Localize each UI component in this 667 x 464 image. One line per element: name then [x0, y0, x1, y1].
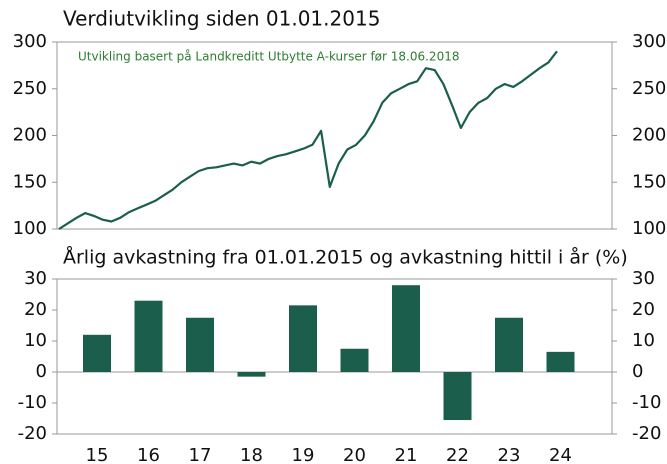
- y-tick-label: 0: [632, 361, 643, 382]
- y-tick-label: -10: [632, 392, 661, 413]
- x-tick-label: 18: [240, 445, 263, 464]
- x-tick-label: 20: [343, 445, 366, 464]
- bar: [340, 348, 369, 372]
- annotation: Utvikling basert på Landkreditt Utbytte …: [78, 50, 459, 64]
- y-tick-label: 200: [632, 125, 666, 146]
- x-tick-label: 19: [292, 445, 315, 464]
- bar: [443, 372, 472, 421]
- y-tick-label: 300: [632, 31, 666, 52]
- y-tick-label: 300: [13, 31, 47, 52]
- y-tick-label: 250: [13, 78, 47, 99]
- bar: [83, 334, 111, 372]
- y-tick-label: 20: [632, 299, 655, 320]
- y-tick-label: 10: [632, 330, 655, 351]
- y-tick-label: 150: [632, 171, 666, 192]
- plot-frame: [56, 41, 613, 230]
- y-tick-label: -20: [632, 423, 661, 444]
- y-tick-label: 20: [24, 299, 47, 320]
- y-tick-label: -20: [18, 423, 47, 444]
- y-tick-label: 30: [24, 268, 47, 289]
- line: [58, 50, 558, 230]
- x-tick-label: 21: [395, 445, 418, 464]
- x-tick-label: 17: [189, 445, 212, 464]
- bar: [237, 372, 266, 377]
- x-tick-label: 15: [86, 445, 109, 464]
- y-tick-label: 150: [13, 171, 47, 192]
- bar: [392, 285, 420, 372]
- x-tick-label: 24: [549, 445, 572, 464]
- y-tick-label: 10: [24, 330, 47, 351]
- y-tick-label: 250: [632, 78, 666, 99]
- bar: [289, 305, 317, 372]
- y-tick-label: 30: [632, 268, 655, 289]
- y-tick-label: 200: [13, 125, 47, 146]
- plot-frame: [56, 278, 613, 435]
- x-tick-label: 23: [498, 445, 521, 464]
- bar: [495, 317, 523, 372]
- x-tick-label: 16: [137, 445, 160, 464]
- chart-title: Verdiutvikling siden 01.01.2015: [63, 7, 380, 31]
- x-tick-label: 22: [446, 445, 469, 464]
- y-tick-label: 100: [632, 218, 666, 239]
- bar: [186, 317, 214, 372]
- bar: [546, 351, 575, 372]
- chart-title: Årlig avkastning fra 01.01.2015 og avkas…: [63, 246, 628, 269]
- bar: [134, 300, 163, 372]
- y-tick-label: -10: [18, 392, 47, 413]
- y-tick-label: 100: [13, 218, 47, 239]
- y-tick-label: 0: [36, 361, 47, 382]
